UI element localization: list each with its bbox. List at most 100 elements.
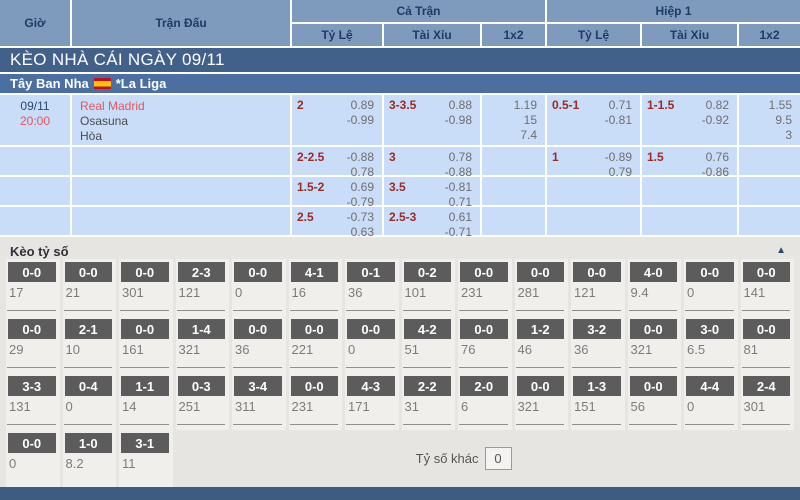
score-button[interactable]: 0-0	[64, 262, 112, 283]
score-button[interactable]: 0-0	[8, 319, 56, 340]
score-button[interactable]: 0-0	[686, 262, 734, 283]
spain-flag-icon	[93, 77, 111, 89]
score-button[interactable]: 1-0	[64, 433, 112, 454]
handicap-line: 1	[552, 150, 559, 165]
score-button[interactable]: 0-0	[573, 262, 621, 283]
match-time-cell: 09/11 20:00	[0, 95, 70, 146]
score-button[interactable]: 3-2	[573, 319, 621, 340]
odds-values: 0.82 -0.92	[702, 98, 729, 145]
odds-cell-ft-overunder[interactable]: 3 0.78 -0.88	[384, 147, 480, 179]
score-button[interactable]: 0-0	[460, 262, 508, 283]
day-title: KÈO NHÀ CÁI NGÀY 09/11	[10, 49, 225, 69]
score-odds-value: 0	[687, 399, 695, 415]
odds-cell-ft-handicap[interactable]: 1.5-2 0.69 -0.79	[292, 177, 382, 209]
odds-value: 0.79	[608, 165, 632, 180]
odds-cell-h1-1x2[interactable]: 1.55 9.5 3	[739, 95, 800, 146]
score-button[interactable]: 0-0	[290, 376, 338, 397]
score-button[interactable]: 0-0	[234, 319, 282, 340]
score-cell: 1-2 46	[514, 316, 568, 374]
odds-cell-ft-overunder[interactable]: 2.5-3 0.61 -0.71	[384, 207, 480, 239]
score-odds-value: 36	[574, 342, 589, 358]
score-button[interactable]: 2-4	[742, 376, 790, 397]
score-button[interactable]: 4-3	[347, 376, 395, 397]
odds-value: -0.86	[701, 165, 729, 180]
odds-cell-ft-1x2[interactable]: 1.19 15 7.4	[482, 95, 545, 146]
score-button[interactable]: 4-4	[686, 376, 734, 397]
score-button[interactable]: 0-0	[742, 319, 790, 340]
odds-values: 1.55 9.5 3	[769, 98, 792, 145]
score-button[interactable]: 0-0	[516, 376, 564, 397]
empty-cell	[72, 147, 290, 176]
match-teams-cell[interactable]: Real Madrid Osasuna Hòa	[72, 95, 290, 146]
odds-value: -0.99	[346, 113, 374, 128]
empty-cell	[642, 177, 737, 206]
score-button[interactable]: 2-1	[64, 319, 112, 340]
score-button[interactable]: 2-3	[177, 262, 225, 283]
score-button[interactable]: 0-0	[121, 319, 169, 340]
odds-value: 0.88	[448, 98, 472, 113]
score-button[interactable]: 1-1	[121, 376, 169, 397]
collapse-arrow-icon[interactable]: ▲	[776, 245, 786, 257]
correct-score-title: Kèo tỷ số	[10, 244, 69, 260]
score-cell: 4-4 0	[684, 373, 738, 431]
other-score-input[interactable]: 0	[484, 447, 512, 471]
score-button[interactable]: 0-2	[403, 262, 451, 283]
score-odds-value: 0	[348, 342, 356, 358]
score-button[interactable]: 0-0	[121, 262, 169, 283]
score-button[interactable]: 0-1	[347, 262, 395, 283]
score-button[interactable]: 0-4	[64, 376, 112, 397]
score-button[interactable]: 0-0	[516, 262, 564, 283]
score-button[interactable]: 0-3	[177, 376, 225, 397]
odds-values: -0.88 0.78	[347, 150, 374, 179]
score-button[interactable]: 0-0	[629, 319, 677, 340]
odds-cell-ft-handicap[interactable]: 2.5 -0.73 0.63	[292, 207, 382, 239]
odds-cell-h1-handicap[interactable]: 0.5-1 0.71 -0.81	[547, 95, 640, 146]
score-button[interactable]: 3-4	[234, 376, 282, 397]
odds-cell-ft-handicap[interactable]: 2 0.89 -0.99	[292, 95, 382, 146]
score-cell: 3-4 311	[232, 373, 286, 431]
score-button[interactable]: 0-0	[8, 433, 56, 454]
score-button[interactable]: 2-0	[460, 376, 508, 397]
score-odds-value: 0	[65, 399, 73, 415]
odds-cell-ft-handicap[interactable]: 2-2.5 -0.88 0.78	[292, 147, 382, 179]
odds-value: 0.78	[448, 150, 472, 165]
empty-cell	[739, 207, 800, 236]
score-button[interactable]: 1-4	[177, 319, 225, 340]
score-button[interactable]: 0-0	[8, 262, 56, 283]
score-button[interactable]: 4-2	[403, 319, 451, 340]
score-button[interactable]: 0-0	[290, 319, 338, 340]
score-cell: 0-0 36	[232, 316, 286, 374]
score-button[interactable]: 4-1	[290, 262, 338, 283]
odds-cell-h1-overunder[interactable]: 1-1.5 0.82 -0.92	[642, 95, 737, 146]
odds-cell-h1-handicap[interactable]: 1 -0.89 0.79	[547, 147, 640, 179]
empty-cell	[547, 207, 640, 236]
home-team[interactable]: Real Madrid	[80, 99, 145, 114]
score-button[interactable]: 0-0	[460, 319, 508, 340]
odds-cell-ft-overunder[interactable]: 3.5 -0.81 0.71	[384, 177, 480, 209]
score-button[interactable]: 3-3	[8, 376, 56, 397]
score-button[interactable]: 1-3	[573, 376, 621, 397]
score-button[interactable]: 1-2	[516, 319, 564, 340]
score-button[interactable]: 0-0	[234, 262, 282, 283]
score-button[interactable]: 0-0	[742, 262, 790, 283]
score-cell: 0-0 281	[514, 259, 568, 317]
empty-cell	[482, 147, 545, 176]
odds-cell-h1-overunder[interactable]: 1.5 0.76 -0.86	[642, 147, 737, 179]
score-odds-value: 31	[404, 399, 419, 415]
odds-cell-ft-overunder[interactable]: 3-3.5 0.88 -0.98	[384, 95, 480, 146]
league-bar[interactable]: Tây Ban Nha *La Liga	[0, 73, 800, 94]
score-odds-value: 10	[65, 342, 80, 358]
score-button[interactable]: 3-1	[121, 433, 169, 454]
day-title-bar: KÈO NHÀ CÁI NGÀY 09/11	[0, 48, 800, 72]
away-team[interactable]: Osasuna	[80, 114, 129, 129]
score-button[interactable]: 4-0	[629, 262, 677, 283]
empty-cell	[482, 207, 545, 236]
score-cell: 3-2 36	[571, 316, 625, 374]
score-button[interactable]: 3-0	[686, 319, 734, 340]
score-button[interactable]: 0-0	[629, 376, 677, 397]
col-header-time: Giờ	[0, 0, 70, 46]
col-header-fulltime: Cả Trận	[292, 0, 545, 22]
score-button[interactable]: 2-2	[403, 376, 451, 397]
score-button[interactable]: 0-0	[347, 319, 395, 340]
score-odds-value: 121	[574, 285, 596, 301]
